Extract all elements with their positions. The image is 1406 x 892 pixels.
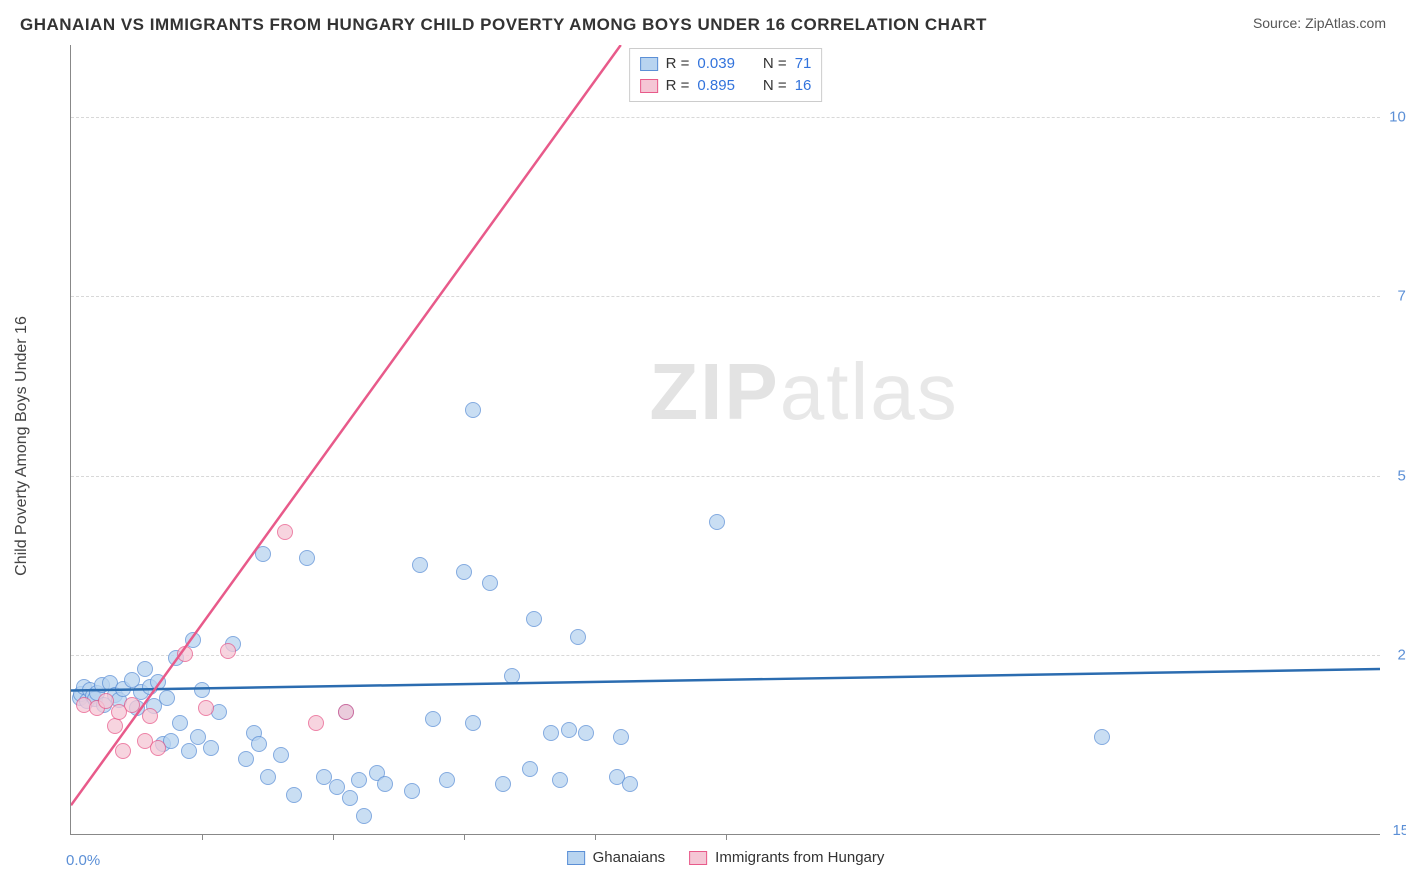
x-axis-label: 15.0% [1392,822,1406,839]
data-point [198,700,214,716]
y-tick-label: 75.0% [1397,288,1406,305]
data-point [552,772,568,788]
legend-swatch [689,851,707,865]
data-point [286,787,302,803]
data-point [124,697,140,713]
data-point [342,790,358,806]
data-point [377,776,393,792]
trend-lines-svg [71,45,1380,834]
data-point [526,611,542,627]
x-tick [333,834,334,840]
legend-r-value: 0.895 [697,75,735,97]
legend-n-value: 71 [795,53,812,75]
legend-n-label: N = [763,75,787,97]
data-point [277,524,293,540]
chart-header: GHANAIAN VS IMMIGRANTS FROM HUNGARY CHIL… [20,15,1386,35]
x-tick [726,834,727,840]
legend-swatch [640,79,658,93]
data-point [150,674,166,690]
data-point [251,736,267,752]
data-point [273,747,289,763]
data-point [504,668,520,684]
data-point [456,564,472,580]
data-point [299,550,315,566]
legend-swatch [640,57,658,71]
data-point [142,708,158,724]
data-point [543,725,559,741]
data-point [220,643,236,659]
trend-line [71,669,1380,691]
watermark-atlas: atlas [780,347,959,436]
series-legend: Ghanaians Immigrants from Hungary [567,849,885,866]
data-point [150,740,166,756]
data-point [465,402,481,418]
data-point [356,808,372,824]
data-point [439,772,455,788]
data-point [194,682,210,698]
data-point [465,715,481,731]
data-point [260,769,276,785]
correlation-legend: R = 0.039 N = 71 R = 0.895 N = 16 [629,48,823,102]
legend-r-label: R = [666,53,690,75]
y-axis-title: Child Poverty Among Boys Under 16 [13,316,31,576]
x-tick [464,834,465,840]
data-point [709,514,725,530]
x-axis-label: 0.0% [66,852,100,869]
grid-line [71,655,1380,656]
chart-title: GHANAIAN VS IMMIGRANTS FROM HUNGARY CHIL… [20,15,987,35]
data-point [570,629,586,645]
data-point [107,718,123,734]
data-point [338,704,354,720]
data-point [159,690,175,706]
data-point [137,661,153,677]
legend-n-value: 16 [795,75,812,97]
data-point [172,715,188,731]
x-tick [202,834,203,840]
data-point [622,776,638,792]
legend-series-label: Ghanaians [593,849,666,866]
grid-line [71,296,1380,297]
y-tick-label: 25.0% [1397,647,1406,664]
data-point [613,729,629,745]
data-point [425,711,441,727]
data-point [522,761,538,777]
legend-stat-row: R = 0.039 N = 71 [640,53,812,75]
legend-series-label: Immigrants from Hungary [715,849,884,866]
data-point [181,743,197,759]
data-point [238,751,254,767]
data-point [115,743,131,759]
source-attribution: Source: ZipAtlas.com [1253,15,1386,31]
grid-line [71,476,1380,477]
legend-stat-row: R = 0.895 N = 16 [640,75,812,97]
legend-r-label: R = [666,75,690,97]
grid-line [71,117,1380,118]
x-tick [595,834,596,840]
data-point [561,722,577,738]
data-point [578,725,594,741]
y-tick-label: 100.0% [1389,108,1406,125]
chart-plot-area: ZIPatlas 25.0%50.0%75.0%100.0% 0.0%15.0%… [70,45,1380,835]
legend-series-item: Immigrants from Hungary [689,849,884,866]
y-tick-label: 50.0% [1397,467,1406,484]
data-point [203,740,219,756]
legend-r-value: 0.039 [697,53,735,75]
data-point [482,575,498,591]
watermark-zip: ZIP [649,347,779,436]
data-point [412,557,428,573]
legend-swatch [567,851,585,865]
data-point [308,715,324,731]
data-point [351,772,367,788]
data-point [255,546,271,562]
legend-n-label: N = [763,53,787,75]
data-point [404,783,420,799]
data-point [1094,729,1110,745]
data-point [177,646,193,662]
data-point [185,632,201,648]
legend-series-item: Ghanaians [567,849,666,866]
data-point [495,776,511,792]
watermark: ZIPatlas [649,346,958,438]
